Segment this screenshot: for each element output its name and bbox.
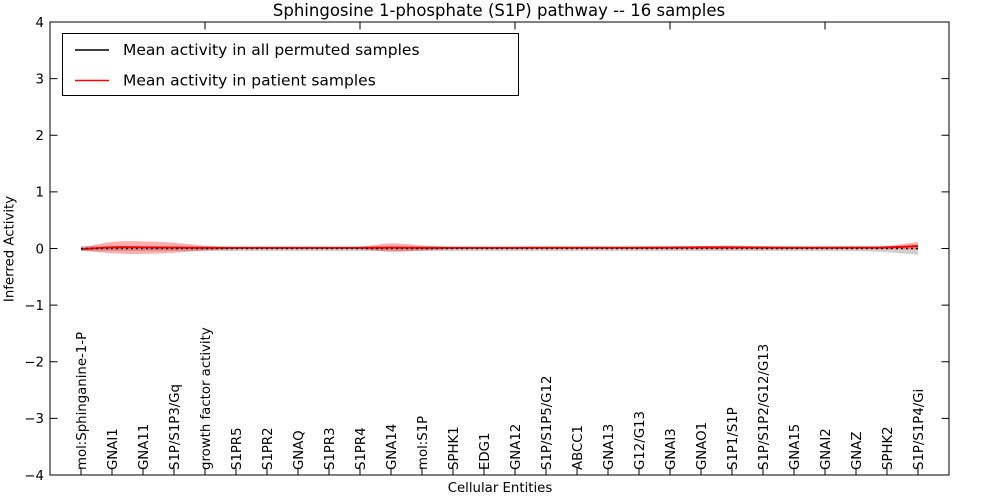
x-tick-label: ABCC1 [571, 425, 586, 470]
x-tick-label: S1P1/S1P [726, 407, 741, 470]
y-tick-label: 2 [36, 129, 44, 144]
legend: Mean activity in all permuted samples Me… [62, 33, 519, 96]
x-tick-label: GNA11 [137, 424, 152, 470]
x-tick-label: GNAI1 [106, 428, 121, 470]
x-tick-label: GNA15 [788, 424, 803, 470]
x-tick-label: SPHK2 [881, 426, 896, 470]
x-tick-label: S1P/S1P2/G12/G13 [757, 344, 772, 470]
x-tick-label: S1P/S1P5/G12 [540, 376, 555, 470]
x-tick-label: S1PR4 [354, 427, 369, 470]
y-tick-label: 0 [36, 242, 44, 257]
y-axis-label: Inferred Activity [3, 196, 18, 302]
x-tick-label: EDG1 [478, 433, 493, 470]
axis-ticks: 4 3 2 1 0 −1 −2 −3 −4 mol:Sphinganine-1-P GNAI1 GNA… [24, 16, 949, 484]
x-tick-label: GNAZ [850, 432, 865, 470]
x-tick-label: mol:Sphinganine-1-P [75, 332, 90, 470]
x-tick-label: S1P/S1P3/Gq [168, 384, 183, 470]
y-tick-label: −1 [24, 299, 44, 314]
x-tick-label: growth factor activity [199, 327, 214, 470]
y-tick-label: 3 [36, 72, 44, 87]
x-tick-label: GNA12 [509, 424, 524, 470]
line-patient-mean [80, 245, 919, 251]
y-tick-label: 4 [36, 16, 44, 31]
x-tick-label: GNA14 [385, 424, 400, 470]
x-tick-label: GNAI2 [819, 428, 834, 470]
x-tick-label: GNAI3 [664, 428, 679, 470]
legend-label-permuted: Mean activity in all permuted samples [123, 41, 420, 59]
y-tick-label: −4 [24, 469, 44, 484]
series-lines [80, 245, 919, 251]
y-tick-label: −2 [24, 356, 44, 371]
x-tick-label: S1PR3 [323, 427, 338, 470]
legend-box [62, 33, 519, 96]
y-tick-label: −3 [24, 412, 44, 427]
x-tick-label: S1PR5 [230, 427, 245, 470]
x-tick-label: S1PR2 [261, 427, 276, 470]
x-tick-label: GNAO1 [695, 422, 710, 470]
y-tick-label: 1 [36, 186, 44, 201]
plot-border [49, 21, 950, 476]
x-tick-label: GNAQ [292, 430, 307, 470]
chart-title: Sphingosine 1-phosphate (S1P) pathway --… [273, 1, 725, 20]
x-tick-label: GNA13 [602, 424, 617, 470]
x-tick-label: G12/G13 [633, 411, 648, 470]
x-tick-label: S1P/S1P4/Gi [912, 389, 927, 470]
legend-label-patient: Mean activity in patient samples [123, 72, 376, 90]
x-axis-label: Cellular Entities [448, 481, 553, 496]
x-tick-label: mol:S1P [416, 416, 431, 470]
x-tick-label: SPHK1 [447, 426, 462, 470]
